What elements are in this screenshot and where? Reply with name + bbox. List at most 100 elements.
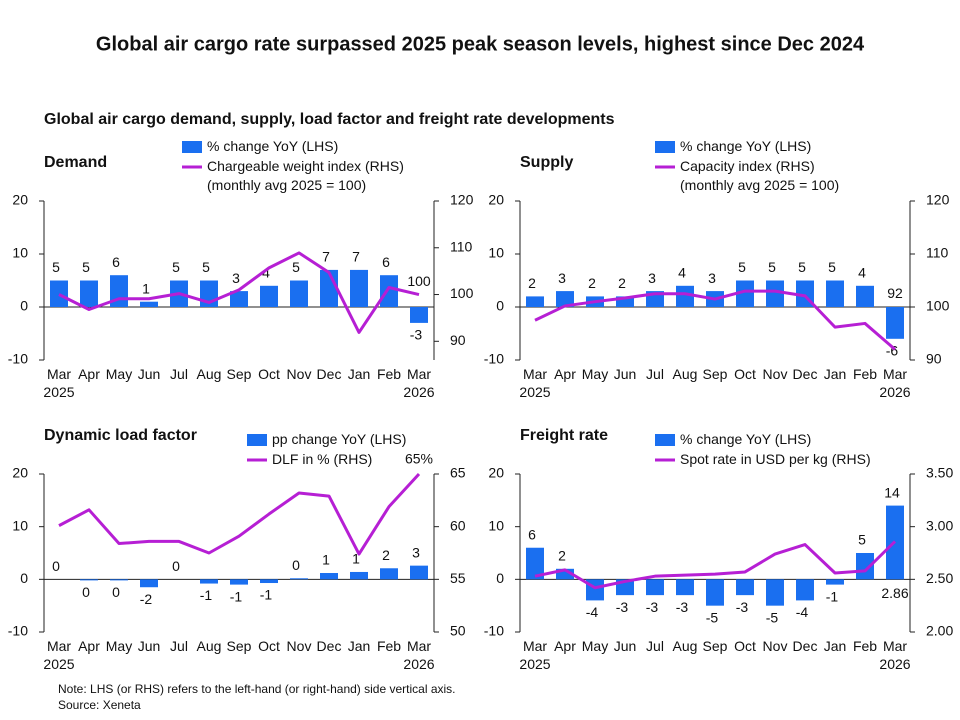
bar <box>706 579 724 606</box>
x-tick-label: Dec <box>317 366 342 382</box>
x-tick-label: Feb <box>853 366 877 382</box>
x-tick-label: Feb <box>853 638 877 654</box>
y-tick-label: 20 <box>488 465 504 481</box>
line <box>534 540 897 590</box>
panel-title: Dynamic load factor <box>44 427 197 444</box>
y-tick-label: 0 <box>496 298 504 314</box>
x-tick-label: Mar 2026 <box>879 366 910 400</box>
line-value-label: 92 <box>887 285 903 301</box>
y-tick-label: 20 <box>12 465 28 481</box>
x-tick-label: May <box>106 366 132 382</box>
line <box>58 251 420 334</box>
bar <box>260 579 278 584</box>
line-value-label: 100 <box>407 273 431 289</box>
bar-value-label: 6 <box>528 526 536 542</box>
bar-value-label: 0 <box>292 557 300 573</box>
bar-value-label: 3 <box>708 270 716 286</box>
legend-label: Spot rate in USD per kg (RHS) <box>680 451 871 467</box>
x-tick-label: Aug <box>197 366 222 382</box>
bar <box>410 307 428 323</box>
bar <box>410 565 428 580</box>
y2-tick-label: 55 <box>450 570 466 586</box>
y-tick-label: 10 <box>12 517 28 533</box>
x-tick-label: Mar 2026 <box>879 638 910 672</box>
bar-value-label: 0 <box>82 584 90 600</box>
bar <box>80 579 98 581</box>
bar-value-label: 5 <box>292 259 300 275</box>
legend-label: Capacity index (RHS) (monthly avg 2025 = … <box>680 158 839 193</box>
bar-value-label: 3 <box>232 270 240 286</box>
x-tick-label: Nov <box>763 638 788 654</box>
bar-value-label: 2 <box>558 548 566 564</box>
x-tick-label: Jan <box>824 638 847 654</box>
line-value-label: 65% <box>405 451 433 467</box>
y2-tick-label: 50 <box>450 623 466 639</box>
x-tick-label: Oct <box>258 638 280 654</box>
bar-value-label: 1 <box>322 552 330 568</box>
x-tick-label: Jun <box>614 638 637 654</box>
x-tick-label: Jun <box>614 366 637 382</box>
bar-value-label: 5 <box>768 259 776 275</box>
bar <box>736 280 754 307</box>
y2-tick-label: 3.00 <box>926 517 953 533</box>
legend-label: % change YoY (LHS) <box>207 138 338 154</box>
bar <box>676 579 694 596</box>
y2-tick-label: 110 <box>926 245 949 261</box>
bar <box>826 280 844 307</box>
y-tick-label: 10 <box>488 517 504 533</box>
bar <box>80 280 98 307</box>
note: Note: LHS (or RHS) refers to the left-ha… <box>58 682 456 696</box>
x-tick-label: Mar 2026 <box>403 366 434 400</box>
x-tick-label: Dec <box>317 638 342 654</box>
bar <box>646 579 664 596</box>
y2-tick-label: 100 <box>926 298 950 314</box>
bar-value-label: 7 <box>322 249 330 265</box>
bar-value-label: -1 <box>230 588 243 604</box>
x-tick-label: Nov <box>287 366 312 382</box>
bar-value-label: 7 <box>352 249 360 265</box>
legend-swatch <box>655 434 675 446</box>
bar-value-label: 4 <box>262 265 270 281</box>
bar <box>110 579 128 581</box>
bar-value-label: 2 <box>382 547 390 563</box>
y2-tick-label: 3.50 <box>926 465 953 481</box>
bar-value-label: 1 <box>142 280 150 296</box>
y2-tick-label: 90 <box>450 332 466 348</box>
y2-tick-label: 2.50 <box>926 570 953 586</box>
bar <box>556 291 574 307</box>
bar <box>260 285 278 307</box>
x-tick-label: Apr <box>554 366 576 382</box>
x-tick-label: Oct <box>734 638 756 654</box>
y-tick-label: -10 <box>8 623 28 639</box>
x-tick-label: Nov <box>287 638 312 654</box>
bar-value-label: 2 <box>588 275 596 291</box>
y-tick-label: 10 <box>12 245 28 261</box>
bar <box>736 579 754 596</box>
line-value-label: 2.86 <box>881 585 908 601</box>
bar <box>320 573 338 580</box>
panel-title: Supply <box>520 154 573 171</box>
legend-label: % change YoY (LHS) <box>680 431 811 447</box>
bar-value-label: -1 <box>260 587 273 603</box>
bar <box>826 579 844 585</box>
bar-value-label: 3 <box>558 270 566 286</box>
bar <box>50 280 68 307</box>
bar-value-label: -5 <box>706 609 719 625</box>
bar-value-label: 5 <box>202 259 210 275</box>
y2-tick-label: 60 <box>450 517 466 533</box>
bar-value-label: 3 <box>648 270 656 286</box>
bar-value-label: 5 <box>828 259 836 275</box>
bar-value-label: -3 <box>646 599 659 615</box>
bar-value-label: -1 <box>200 587 213 603</box>
line <box>58 472 421 556</box>
bar <box>856 285 874 307</box>
bar <box>856 553 874 580</box>
line <box>534 289 896 351</box>
bar-value-label: 0 <box>112 584 120 600</box>
bar <box>200 579 218 584</box>
bar <box>526 547 544 580</box>
x-tick-label: Dec <box>793 366 818 382</box>
bar <box>616 296 634 307</box>
bar <box>230 579 248 585</box>
